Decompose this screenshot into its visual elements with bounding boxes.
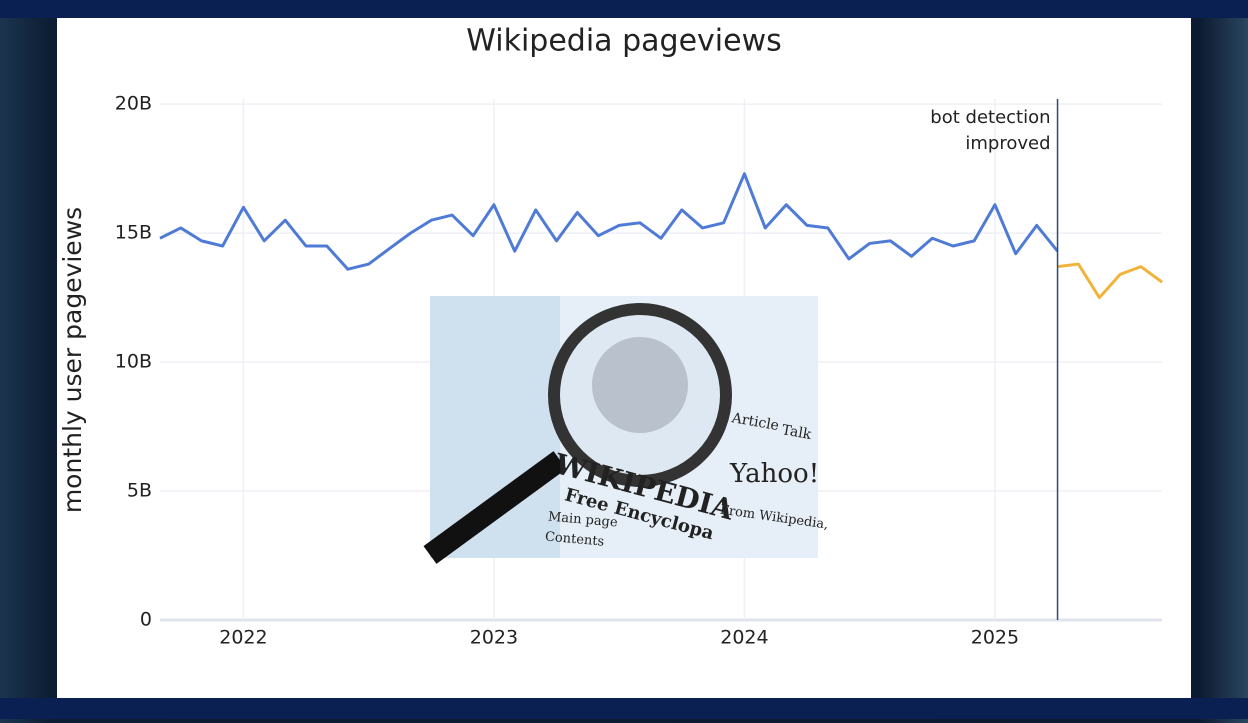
x-tick-label: 2024 (720, 627, 768, 649)
series-line (159, 172, 1059, 271)
y-axis-label: monthly user pageviews (58, 207, 87, 513)
inset-text: Yahoo! (729, 459, 819, 489)
inset-text: Talk (781, 422, 813, 443)
annotation-text: improved (965, 133, 1050, 154)
y-tick-label: 10B (115, 351, 152, 373)
x-tick-label: 2025 (971, 627, 1019, 649)
y-tick-label: 5B (127, 480, 152, 502)
top-bar (0, 0, 1248, 18)
bottom-bar (0, 698, 1248, 719)
x-tick-label: 2022 (219, 627, 267, 649)
annotation-text: bot detection (930, 107, 1050, 128)
chart-title: Wikipedia pageviews (466, 24, 781, 59)
y-tick-label: 15B (115, 222, 152, 244)
magnifier-handle (423, 451, 567, 564)
inset-text: Main page (547, 510, 618, 531)
inset-text: Contents (544, 530, 604, 550)
series-line (1057, 262, 1163, 300)
y-tick-label: 0 (140, 609, 152, 631)
x-tick-label: 2023 (470, 627, 518, 649)
y-tick-label: 20B (115, 93, 152, 115)
globe (592, 337, 688, 433)
